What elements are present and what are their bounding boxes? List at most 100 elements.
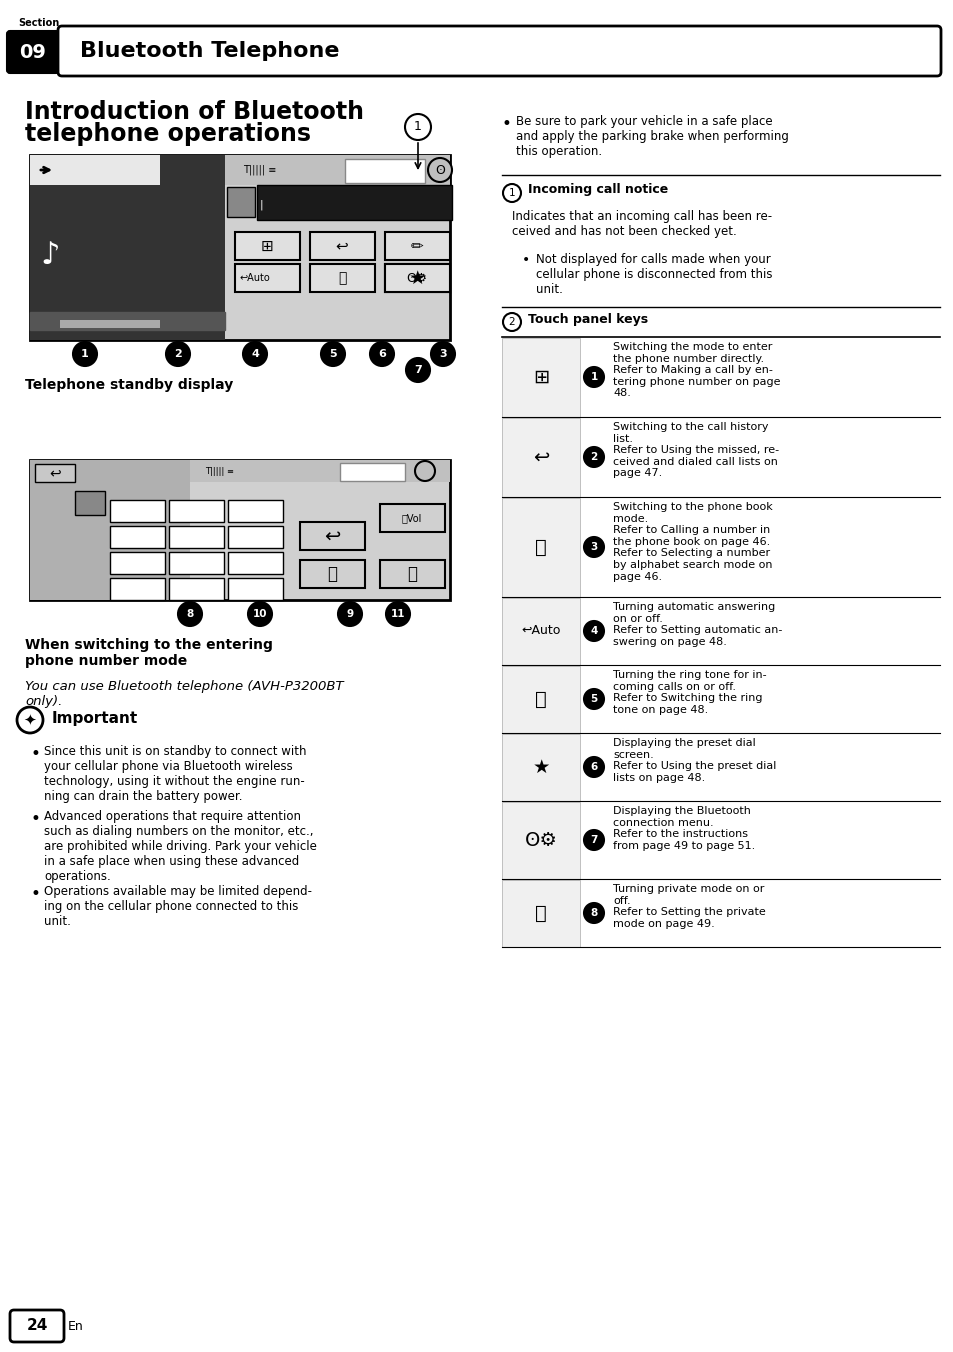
Text: Bluetooth Telephone: Bluetooth Telephone xyxy=(80,41,339,61)
Circle shape xyxy=(583,448,603,466)
Bar xyxy=(501,338,579,416)
Text: Incoming call notice: Incoming call notice xyxy=(527,184,667,196)
Bar xyxy=(60,320,160,329)
Bar xyxy=(228,579,283,600)
Bar xyxy=(30,460,190,600)
Bar xyxy=(30,155,160,185)
Bar xyxy=(110,552,165,575)
Text: 📞: 📞 xyxy=(327,565,336,583)
Text: 11: 11 xyxy=(391,608,405,619)
Text: 2: 2 xyxy=(590,452,597,462)
Text: T||||| ≡: T||||| ≡ xyxy=(205,466,233,476)
Text: Be sure to park your vehicle in a safe place
and apply the parking brake when pe: Be sure to park your vehicle in a safe p… xyxy=(516,115,788,158)
Bar xyxy=(501,598,579,665)
Text: Touch panel keys: Touch panel keys xyxy=(527,312,647,326)
Circle shape xyxy=(431,342,455,366)
Text: Displaying the preset dial
screen.
Refer to Using the preset dial
lists on page : Displaying the preset dial screen. Refer… xyxy=(613,738,776,783)
Text: 8: 8 xyxy=(186,608,193,619)
Bar xyxy=(234,264,299,292)
Text: 🔔: 🔔 xyxy=(535,690,546,708)
Text: ʘ⚙: ʘ⚙ xyxy=(524,830,557,849)
Bar xyxy=(225,155,450,185)
Bar xyxy=(169,526,224,548)
Bar xyxy=(190,460,450,483)
Bar xyxy=(227,187,254,218)
Text: ⊞: ⊞ xyxy=(260,238,274,254)
Text: ✏: ✏ xyxy=(410,238,423,254)
Text: 1: 1 xyxy=(508,188,515,197)
Text: 4: 4 xyxy=(251,349,258,360)
Text: Indicates that an incoming call has been re-
ceived and has not been checked yet: Indicates that an incoming call has been… xyxy=(512,210,771,238)
Circle shape xyxy=(428,158,452,183)
Bar xyxy=(379,504,444,531)
Text: ✦: ✦ xyxy=(24,713,36,727)
Bar xyxy=(310,264,375,292)
Text: Section: Section xyxy=(18,18,59,28)
Text: 2: 2 xyxy=(508,316,515,327)
Text: ↩: ↩ xyxy=(50,466,61,480)
Text: Important: Important xyxy=(52,711,138,726)
Text: 🔔: 🔔 xyxy=(337,270,346,285)
Text: 7: 7 xyxy=(414,365,421,375)
Text: 4: 4 xyxy=(590,626,598,635)
Text: ⊞: ⊞ xyxy=(533,368,549,387)
Bar xyxy=(110,500,165,522)
Circle shape xyxy=(583,690,603,708)
Bar xyxy=(110,579,165,600)
Bar xyxy=(379,560,444,588)
Text: 9: 9 xyxy=(346,608,354,619)
Bar xyxy=(501,734,579,800)
Text: 6: 6 xyxy=(377,349,386,360)
Text: ʘ: ʘ xyxy=(435,164,444,177)
Bar xyxy=(169,500,224,522)
Circle shape xyxy=(405,114,431,141)
Circle shape xyxy=(502,314,520,331)
Bar xyxy=(385,264,450,292)
Text: Operations available may be limited depend-
ing on the cellular phone connected : Operations available may be limited depe… xyxy=(44,886,312,927)
Text: 09: 09 xyxy=(20,42,47,61)
Bar xyxy=(30,155,450,339)
Bar xyxy=(501,667,579,733)
Text: You can use Bluetooth telephone (AVH-P3200BT
only).: You can use Bluetooth telephone (AVH-P32… xyxy=(25,680,343,708)
Circle shape xyxy=(370,342,394,366)
Bar xyxy=(501,418,579,498)
Text: 📞Vol: 📞Vol xyxy=(401,512,422,523)
Text: 5: 5 xyxy=(590,694,597,704)
Bar xyxy=(385,233,450,260)
Text: Telephone standby display: Telephone standby display xyxy=(25,379,233,392)
Text: ★: ★ xyxy=(532,757,549,776)
Bar xyxy=(35,464,75,483)
Text: ʘ⚙: ʘ⚙ xyxy=(406,272,427,284)
Text: •: • xyxy=(30,886,40,903)
Text: ★: ★ xyxy=(408,269,425,288)
Circle shape xyxy=(583,621,603,641)
FancyBboxPatch shape xyxy=(58,26,940,76)
Text: 1: 1 xyxy=(81,349,89,360)
Bar xyxy=(501,498,579,598)
Text: T||||| ≡: T||||| ≡ xyxy=(243,165,276,176)
Text: 24: 24 xyxy=(27,1318,48,1333)
Text: ↩Auto: ↩Auto xyxy=(240,273,271,283)
Bar xyxy=(385,264,450,292)
Bar xyxy=(30,312,225,330)
Text: ↩: ↩ xyxy=(323,526,340,545)
Text: •: • xyxy=(30,810,40,827)
Text: Advanced operations that require attention
such as dialing numbers on the monito: Advanced operations that require attenti… xyxy=(44,810,316,883)
Text: •: • xyxy=(30,745,40,763)
Circle shape xyxy=(166,342,190,366)
Text: 8: 8 xyxy=(590,909,597,918)
Bar xyxy=(75,491,105,515)
Text: •: • xyxy=(521,253,530,266)
Bar xyxy=(501,880,579,946)
Bar xyxy=(345,160,424,183)
Circle shape xyxy=(17,707,43,733)
Circle shape xyxy=(406,358,430,383)
Text: Turning the ring tone for in-
coming calls on or off.
Refer to Switching the rin: Turning the ring tone for in- coming cal… xyxy=(613,671,766,715)
Circle shape xyxy=(337,602,361,626)
Circle shape xyxy=(73,342,97,366)
Text: When switching to the entering
phone number mode: When switching to the entering phone num… xyxy=(25,638,273,668)
Text: ↩: ↩ xyxy=(335,238,348,254)
Text: Switching the mode to enter
the phone number directly.
Refer to Making a call by: Switching the mode to enter the phone nu… xyxy=(613,342,780,399)
Text: 7: 7 xyxy=(590,836,598,845)
Bar xyxy=(228,500,283,522)
